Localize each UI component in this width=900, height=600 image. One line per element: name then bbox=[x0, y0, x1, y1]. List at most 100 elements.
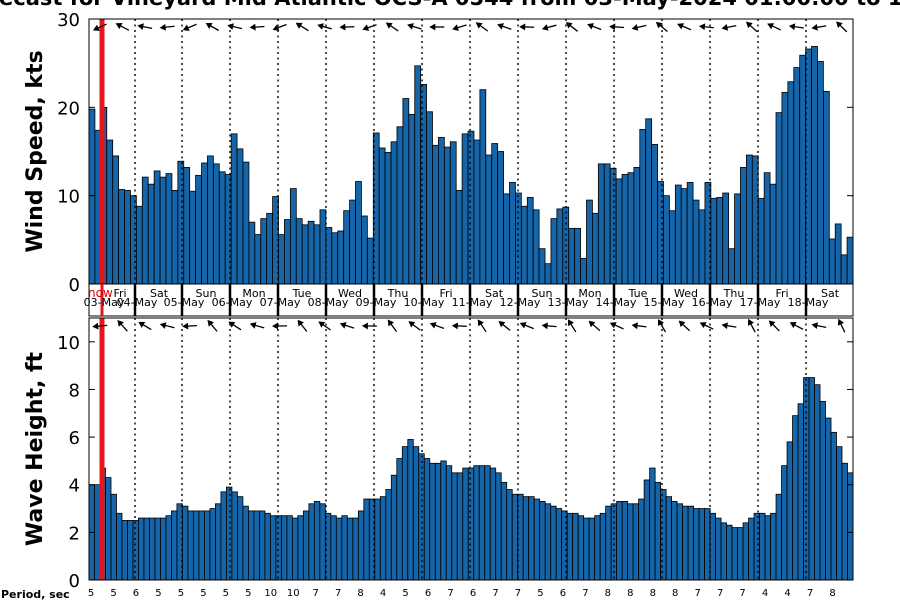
y-tick-label: 2 bbox=[69, 523, 80, 544]
bar bbox=[566, 512, 574, 581]
bar bbox=[846, 236, 854, 285]
date-label: 18-May bbox=[788, 296, 829, 309]
bar bbox=[236, 496, 244, 581]
arrow-head bbox=[295, 22, 303, 29]
arrow-head bbox=[318, 321, 326, 328]
bar bbox=[346, 517, 354, 581]
direction-arrow-icon bbox=[655, 21, 668, 32]
bar bbox=[710, 197, 718, 285]
y-tick-label: 20 bbox=[57, 98, 80, 119]
bar bbox=[603, 163, 611, 285]
direction-arrow-icon bbox=[837, 318, 846, 333]
bar bbox=[308, 503, 315, 581]
bar bbox=[479, 89, 487, 285]
bar bbox=[592, 212, 599, 285]
period-value: 5 bbox=[155, 588, 161, 599]
period-value: 8 bbox=[650, 588, 656, 599]
bar bbox=[401, 446, 409, 581]
bar bbox=[278, 234, 285, 285]
arrow-head bbox=[721, 322, 728, 330]
bar bbox=[793, 67, 801, 285]
bar bbox=[621, 174, 629, 285]
direction-arrow-icon bbox=[811, 23, 827, 31]
date-label: 11-May bbox=[452, 296, 493, 309]
bar bbox=[847, 472, 854, 581]
bar bbox=[639, 129, 647, 285]
bar bbox=[704, 182, 712, 285]
period-value: 5 bbox=[88, 588, 94, 599]
bar bbox=[533, 498, 541, 581]
period-label: Period, sec bbox=[1, 588, 70, 600]
date-label: 14-May bbox=[596, 296, 637, 309]
bar bbox=[484, 465, 491, 581]
arrow-head bbox=[788, 23, 796, 31]
bar bbox=[781, 91, 789, 285]
bar bbox=[260, 218, 268, 285]
direction-arrow-icon bbox=[249, 23, 265, 31]
bar bbox=[841, 462, 848, 581]
bar bbox=[402, 98, 410, 285]
direction-arrow-icon bbox=[228, 321, 242, 331]
bar bbox=[105, 477, 112, 581]
direction-arrow-icon bbox=[318, 321, 332, 331]
bar bbox=[408, 114, 416, 285]
direction-arrow-icon bbox=[698, 23, 714, 31]
date-label: 10-May bbox=[404, 296, 445, 309]
arrow-head bbox=[451, 322, 458, 330]
bar bbox=[116, 512, 123, 581]
direction-arrow-icon bbox=[339, 322, 355, 329]
direction-arrow-icon bbox=[295, 22, 309, 32]
arrow-head bbox=[811, 322, 818, 329]
bar bbox=[550, 505, 557, 581]
bar bbox=[467, 130, 475, 285]
arrow-head bbox=[385, 22, 393, 29]
direction-arrow-icon bbox=[92, 23, 107, 31]
bar bbox=[193, 510, 200, 581]
period-value: 7 bbox=[313, 588, 319, 599]
bar bbox=[763, 172, 771, 285]
bar bbox=[361, 215, 368, 285]
bar bbox=[544, 263, 552, 285]
bar bbox=[715, 517, 722, 581]
bar bbox=[297, 515, 304, 581]
bar bbox=[528, 496, 535, 581]
direction-arrow-icon bbox=[567, 319, 577, 333]
direction-arrow-icon bbox=[745, 21, 758, 33]
bar bbox=[594, 515, 601, 581]
arrow-head bbox=[249, 322, 257, 329]
direction-arrow-icon bbox=[182, 322, 198, 330]
bar bbox=[253, 510, 260, 581]
bar bbox=[187, 510, 194, 581]
y-tick-label: 0 bbox=[69, 571, 80, 592]
bar bbox=[378, 147, 386, 285]
bar bbox=[830, 431, 837, 581]
arrow-head bbox=[272, 322, 279, 330]
arrow-head bbox=[227, 23, 234, 30]
bar bbox=[503, 193, 510, 285]
bar bbox=[731, 527, 738, 581]
bar bbox=[759, 512, 766, 581]
bar bbox=[556, 208, 564, 285]
bar bbox=[143, 517, 150, 581]
direction-arrow-icon bbox=[182, 23, 197, 31]
bar bbox=[455, 189, 463, 285]
bar bbox=[456, 472, 464, 581]
day-name: Sat bbox=[485, 287, 504, 300]
direction-arrow-icon bbox=[788, 23, 804, 31]
bar bbox=[414, 65, 422, 285]
period-value: 7 bbox=[739, 588, 745, 599]
bar bbox=[462, 467, 469, 581]
bar bbox=[698, 508, 705, 581]
arrow-head bbox=[475, 22, 483, 29]
period-value: 8 bbox=[605, 588, 611, 599]
direction-arrow-icon bbox=[477, 319, 487, 333]
bar bbox=[669, 210, 676, 285]
bar bbox=[110, 493, 117, 581]
arrow-head bbox=[228, 321, 236, 328]
bar bbox=[742, 522, 749, 581]
bar bbox=[269, 515, 277, 581]
direction-arrow-icon bbox=[541, 322, 557, 330]
bar bbox=[286, 515, 293, 581]
axes-frame bbox=[88, 317, 854, 581]
bar bbox=[429, 462, 436, 581]
